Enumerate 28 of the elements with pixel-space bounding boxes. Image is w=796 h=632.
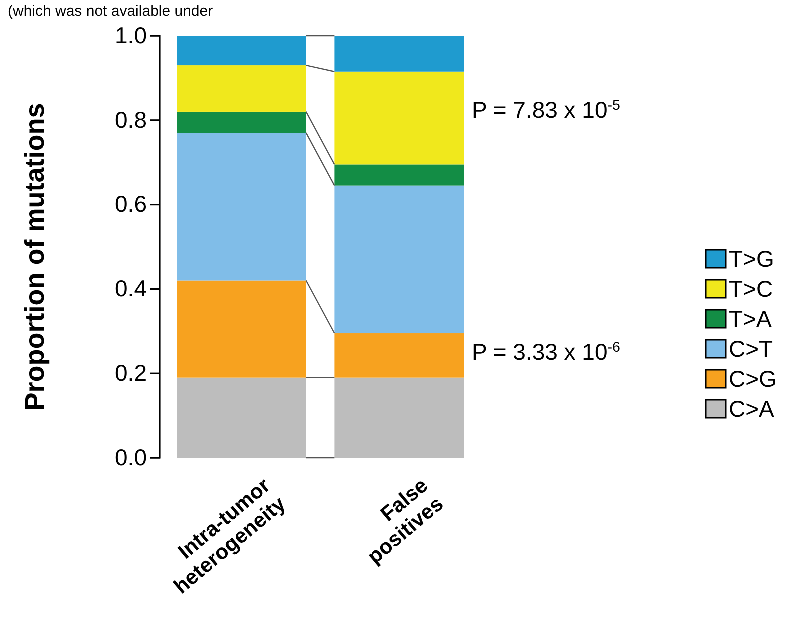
legend-label: T>G — [729, 246, 774, 272]
legend-label: T>A — [729, 306, 772, 332]
bar — [177, 36, 306, 66]
y-axis-title: Proportion of mutations — [20, 103, 50, 411]
bar — [334, 72, 464, 165]
y-tick-label: 0.0 — [115, 444, 147, 470]
legend-label: C>T — [729, 336, 774, 362]
bar — [177, 112, 306, 134]
legend-label: C>A — [729, 396, 776, 422]
bar — [334, 164, 464, 186]
text: (which was not available under — [8, 3, 214, 20]
annotation: P = 3.33 x 10$^{-6}$ — [472, 339, 621, 365]
bar — [177, 378, 306, 458]
legend-label: T>C — [729, 276, 774, 302]
bar — [334, 186, 464, 334]
bar — [334, 36, 464, 72]
y-tick-label: 0.8 — [115, 106, 147, 133]
bar — [177, 280, 306, 378]
y-tick-label: 0.4 — [115, 276, 148, 302]
y-tick-label: 1.0 — [115, 22, 147, 48]
y-tick-label: 0.6 — [115, 191, 147, 218]
y-tick-label: 0.2 — [115, 360, 147, 386]
bar — [177, 66, 306, 112]
bar — [177, 133, 306, 281]
legend-label: C>G — [729, 366, 777, 392]
bar — [334, 378, 464, 458]
annotation: P = 7.83 x 10$^{-5}$ — [472, 97, 621, 123]
bar — [334, 334, 464, 378]
